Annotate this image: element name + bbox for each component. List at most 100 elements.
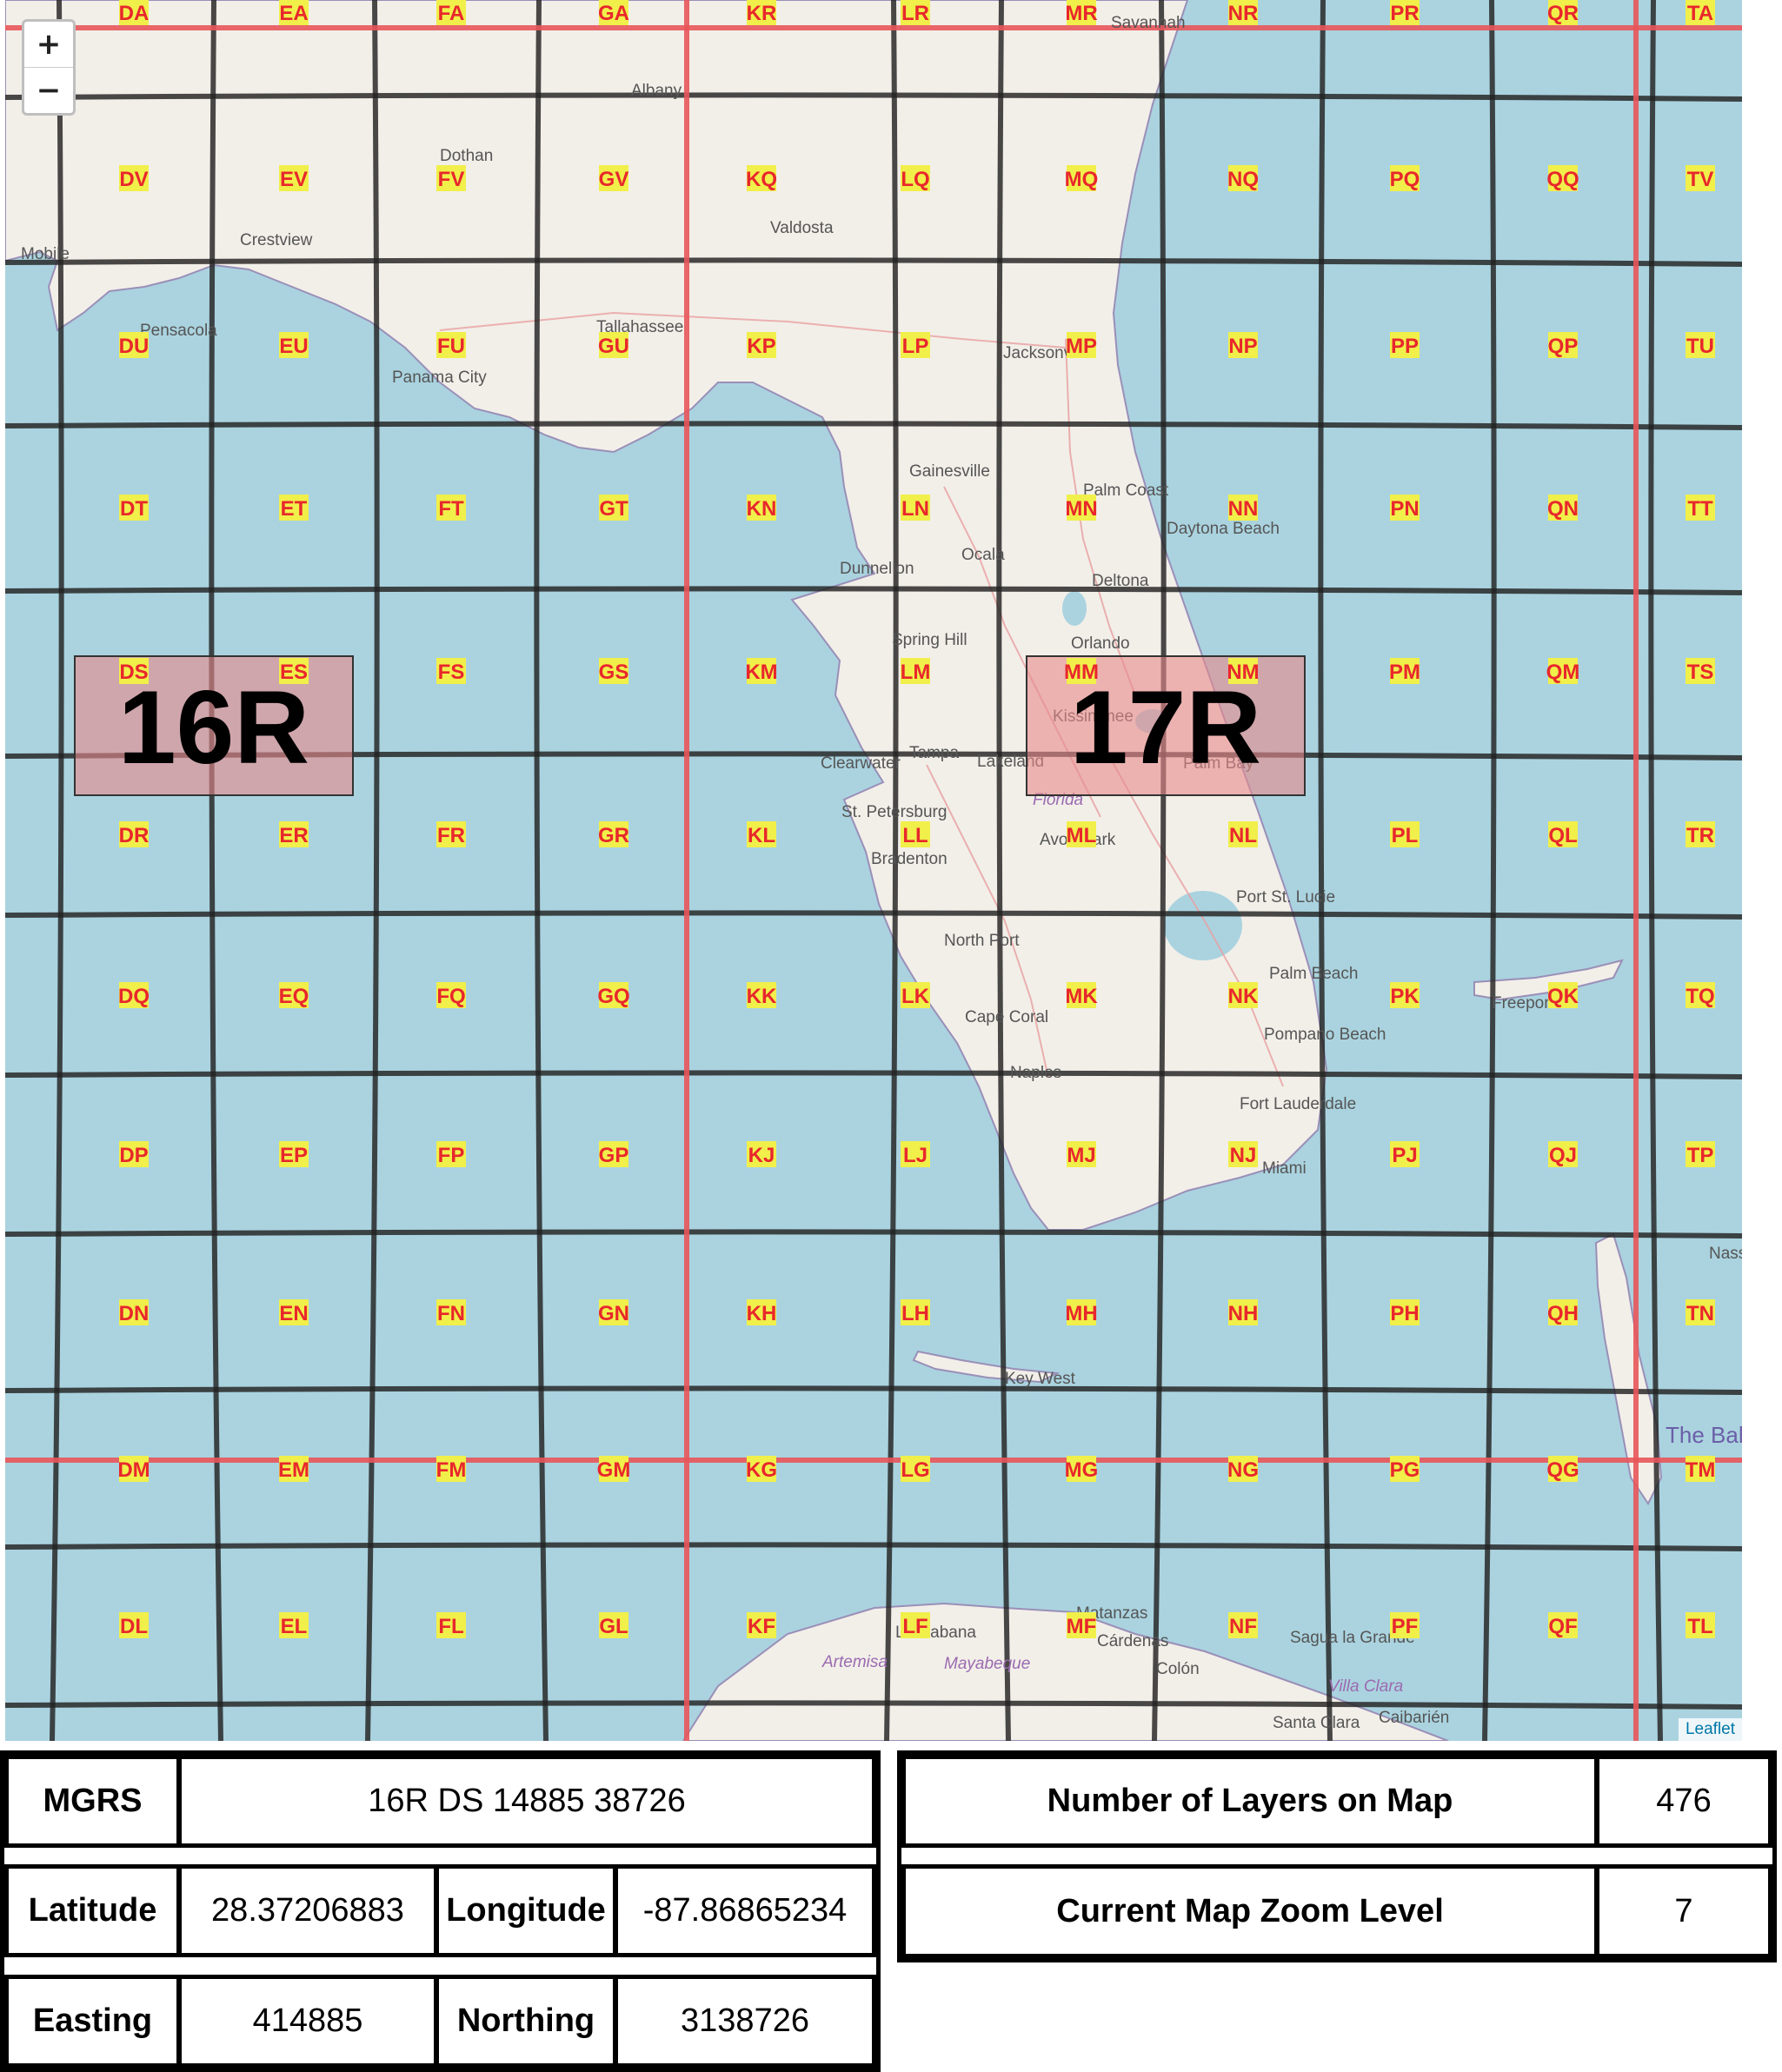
- place-name: Spring Hill: [892, 631, 967, 649]
- place-name: Port St. Lucie: [1236, 888, 1335, 906]
- grid-square-label-text: MR: [1065, 2, 1097, 25]
- grid-square-label-text: TQ: [1686, 985, 1714, 1008]
- grid-square-label-text: LK: [901, 985, 930, 1008]
- place-name: Tampa: [909, 744, 959, 762]
- grid-square-label-text: TR: [1686, 824, 1714, 847]
- grid-square-label-text: KJ: [748, 1144, 775, 1167]
- grid-square-label: PJ: [1390, 1141, 1420, 1167]
- grid-square-label-bg: [1228, 658, 1258, 684]
- grid-square-label-text: MG: [1065, 1458, 1099, 1482]
- zoom-in-button[interactable]: +: [36, 27, 62, 62]
- grid-square-label-text: TV: [1687, 168, 1714, 191]
- grid-square-label: KM: [745, 658, 778, 684]
- grid-line-horizontal: [5, 1229, 1742, 1239]
- grid-square-label-text: GQ: [597, 985, 629, 1008]
- grid-square-label-text: PN: [1390, 497, 1419, 521]
- grid-square-label-text: QQ: [1546, 168, 1579, 191]
- grid-square-label: NH: [1228, 1299, 1258, 1325]
- place-name: Villa Clara: [1328, 1677, 1403, 1696]
- grid-square-label: LQ: [901, 165, 930, 191]
- grid-square-label-text: FP: [438, 1144, 465, 1167]
- place-name: Dothan: [440, 147, 493, 165]
- grid-square-label: MK: [1065, 982, 1098, 1008]
- grid-square-label-text: MN: [1065, 497, 1097, 521]
- place-name: Santa Clara: [1273, 1714, 1360, 1732]
- mgrs-value: 16R DS 14885 38726: [177, 1755, 876, 1848]
- attribution-link[interactable]: Leaflet: [1678, 1718, 1742, 1741]
- grid-square-label-text: DM: [117, 1458, 150, 1482]
- grid-square-label: EA: [279, 0, 309, 25]
- longitude-label: Longitude: [435, 1864, 617, 1957]
- grid-line-horizontal: [5, 421, 1742, 430]
- grid-square-label-text: KN: [747, 497, 777, 521]
- grid-square-label-bg: [1686, 821, 1715, 847]
- grid-square-label: NN: [1228, 495, 1259, 521]
- grid-line-vertical: [884, 0, 899, 1741]
- grid-square-label-bg: [1228, 1612, 1258, 1638]
- map-container[interactable]: Savannah Albany Dothan Valdosta Mobile Crestv…: [5, 0, 1742, 1741]
- grid-square-label-bg: [901, 0, 930, 25]
- grid-square-label-text: EP: [280, 1144, 308, 1167]
- grid-square-label: ER: [279, 821, 309, 847]
- place-name: Valdosta: [770, 219, 834, 237]
- grid-square-label: NF: [1228, 1612, 1258, 1638]
- map-canvas[interactable]: Savannah Albany Dothan Valdosta Mobile Crestv…: [5, 0, 1742, 1741]
- place-name: Freeport: [1492, 994, 1555, 1013]
- grid-square-label-text: MP: [1066, 335, 1097, 358]
- grid-square-label-bg: [1390, 165, 1420, 191]
- grid-square-label-bg: [1686, 1299, 1715, 1325]
- grid-square-label: PR: [1390, 0, 1420, 25]
- grid-square-label: MQ: [1065, 165, 1099, 191]
- coordinates-panel-frame: [0, 1750, 881, 2072]
- grid-square-label-bg: [901, 332, 930, 358]
- place-name: Sagua la Grande: [1290, 1629, 1415, 1647]
- place-name: The Bahamas: [1666, 1422, 1742, 1448]
- grid-square-label-text: FU: [437, 335, 465, 358]
- grid-square-label: KN: [747, 495, 777, 521]
- grid-square-label-text: LP: [902, 335, 929, 358]
- grid-square-label-bg: [1067, 821, 1096, 847]
- grid-square-label: FQ: [436, 982, 466, 1008]
- grid-square-label: KK: [747, 982, 777, 1008]
- grid-square-label: PM: [1389, 658, 1420, 684]
- grid-square-label-bg: [1390, 658, 1420, 684]
- grid-square-label-text: DL: [120, 1615, 148, 1638]
- grid-square-label: PH: [1390, 1299, 1420, 1325]
- grid-square-label-text: TU: [1686, 335, 1714, 358]
- grid-square-label-text: PJ: [1392, 1144, 1417, 1167]
- grid-square-label: TM: [1686, 1456, 1715, 1482]
- grid-square-label-bg: [436, 982, 466, 1008]
- grid-square-label-bg: [1228, 982, 1258, 1008]
- grid-square-label-bg: [901, 1456, 930, 1482]
- grid-square-label-bg: [1067, 1299, 1096, 1325]
- grid-square-label-bg: [901, 165, 930, 191]
- grid-square-label-text: LG: [901, 1458, 929, 1482]
- grid-square-label-bg: [436, 1456, 466, 1482]
- grid-square-label-text: DU: [119, 335, 150, 358]
- grid-square-label-text: QP: [1548, 335, 1579, 358]
- grid-square-label-text: EQ: [279, 985, 309, 1008]
- place-name: Bradenton: [871, 850, 948, 868]
- keys: [912, 1350, 1061, 1384]
- grid-square-label: EQ: [279, 982, 309, 1008]
- zoom-out-button[interactable]: −: [24, 67, 73, 113]
- mgrs-label: MGRS: [4, 1755, 181, 1848]
- grid-square-label-text: NN: [1228, 497, 1259, 521]
- grid-square-label-text: MQ: [1065, 168, 1099, 191]
- grid-square-label-bg: [901, 1299, 930, 1325]
- grid-square-label: KP: [747, 332, 776, 358]
- grid-line-horizontal: [5, 257, 1742, 267]
- grid-square-label-text: QH: [1547, 1302, 1579, 1325]
- grid-square-label-text: QG: [1546, 1458, 1579, 1482]
- grid-square-label: GM: [597, 1456, 630, 1482]
- grid-square-label-bg: [747, 1141, 776, 1167]
- grid-square-label-bg: [747, 821, 776, 847]
- place-name: Mobile: [21, 245, 70, 263]
- grid-square-label: QF: [1548, 1612, 1578, 1638]
- grid-square-label-bg: [119, 495, 149, 521]
- grid-square-label-text: PM: [1389, 661, 1420, 684]
- grid-square-label-bg: [599, 982, 628, 1008]
- grid-square-label-bg: [436, 165, 466, 191]
- grid-square-label-bg: [119, 982, 149, 1008]
- grid-square-label-bg: [1390, 821, 1420, 847]
